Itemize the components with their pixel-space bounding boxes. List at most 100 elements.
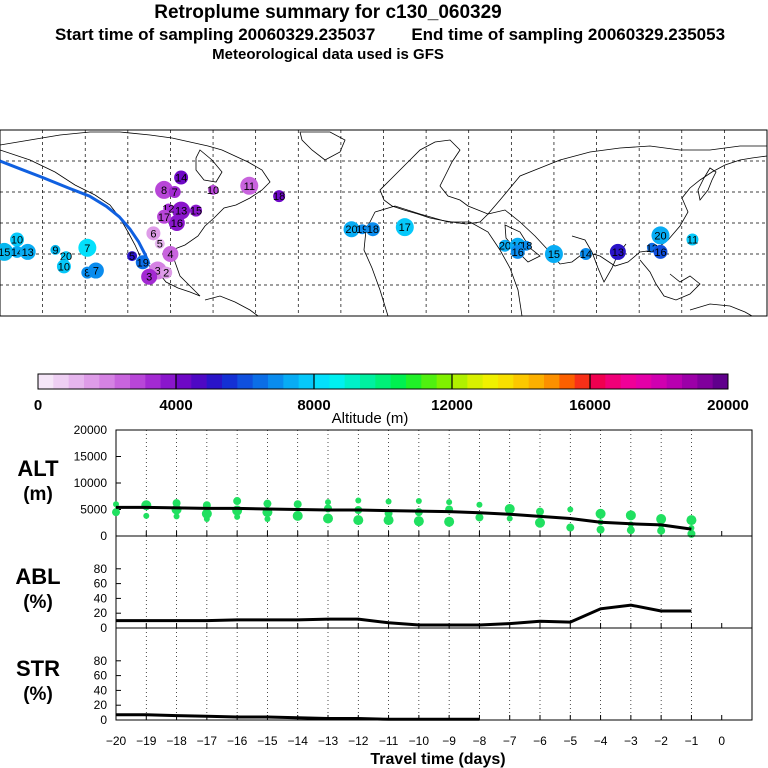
trajectory-day-label: 16: [512, 247, 524, 259]
altitude-point: [264, 516, 271, 523]
trajectory-day-label: 15: [190, 206, 202, 218]
trajectory-day-label: 9: [52, 245, 58, 257]
altitude-point: [415, 498, 422, 505]
altitude-point: [506, 515, 513, 522]
altitude-point: [566, 523, 575, 532]
y-tick-label: 60: [94, 577, 108, 591]
trajectory-dot: [10, 232, 25, 247]
colorbar-cell: [513, 374, 530, 389]
trajectory-day-label: 2: [163, 268, 169, 280]
x-tick-label: −6: [533, 734, 547, 748]
colorbar-cell: [666, 374, 683, 389]
panel-alt: 20000 15000 10000 5000 0 ALT (m): [17, 423, 753, 543]
colorbar-cell: [191, 374, 208, 389]
end-time-label: End time of sampling 20060329.235053: [411, 25, 726, 44]
x-tick-label: −3: [624, 734, 638, 748]
altitude-point: [233, 497, 242, 506]
trajectory-day-label: 10: [58, 261, 70, 273]
altitude-point: [626, 526, 635, 535]
colorbar-cell: [452, 374, 468, 389]
colorbar-cell: [590, 374, 606, 389]
altitude-point: [143, 512, 150, 519]
coast-south-america: [204, 295, 259, 316]
colorbar-cell: [482, 374, 499, 389]
colorbar-cell: [145, 374, 162, 389]
coast-greenland: [299, 131, 346, 161]
colorbar-cell: [436, 374, 453, 389]
trajectory-track: [0, 159, 151, 265]
trajectory-dot: [174, 170, 189, 185]
trajectory-dot: [155, 180, 174, 199]
colorbar-cell: [559, 374, 576, 389]
altitude-colorbar: 0 4000 8000 12000 16000 20000 Altitude (m): [34, 373, 749, 427]
x-tick-label: −19: [136, 734, 157, 748]
colorbar-tick-label: 0: [34, 397, 42, 414]
trajectory-dot: [653, 244, 668, 259]
trajectory-day-label: 17: [158, 212, 170, 224]
met-data-label: Meteorological data used is GFS: [212, 46, 444, 63]
trajectory-dot: [343, 221, 360, 238]
trajectory-day-label: 13: [175, 206, 187, 218]
colorbar-cell: [268, 374, 284, 389]
colorbar-cell: [620, 374, 637, 389]
trajectory-dot: [168, 186, 181, 198]
colorbar-cell: [406, 374, 422, 389]
colorbar-cell: [68, 374, 85, 389]
median-line: [116, 603, 692, 627]
trajectory-dot: [135, 255, 150, 270]
trajectory-day-label: 13: [22, 247, 34, 259]
trajectory-dot: [365, 222, 380, 237]
colorbar-tick-label: 8000: [297, 397, 330, 414]
altitude-point: [476, 501, 483, 508]
x-tick-label: −20: [106, 734, 127, 748]
x-tick-label: −7: [503, 734, 517, 748]
altitude-point: [293, 500, 302, 509]
trajectory-day-label: 20: [654, 230, 666, 242]
altitude-point: [444, 516, 455, 527]
y-tick-label: 80: [94, 654, 108, 668]
panel-frame: [115, 535, 753, 629]
trajectory-day-label: 13: [612, 247, 624, 259]
y-tick-label: 80: [94, 562, 108, 576]
x-tick-label: −8: [473, 734, 487, 748]
colorbar-cell: [697, 374, 714, 389]
colorbar-tick-label: 12000: [431, 397, 473, 414]
colorbar-cell: [53, 374, 70, 389]
trajectory-dot: [154, 238, 165, 249]
trajectory-day-label: 8: [161, 185, 167, 197]
altitude-point: [234, 513, 241, 520]
altitude-point: [355, 497, 362, 504]
colorbar-cell: [283, 374, 300, 389]
y-tick-label: 20000: [74, 423, 108, 437]
trajectory-dot: [168, 215, 185, 231]
y-tick-label: 15000: [74, 450, 108, 464]
colorbar-cell: [176, 374, 192, 389]
trajectory-day-label: 11: [244, 181, 255, 193]
colorbar-cell: [498, 374, 514, 389]
altitude-point: [595, 508, 606, 519]
altitude-point: [656, 514, 667, 525]
trajectory-dot: [141, 268, 158, 285]
trajectory-dot: [87, 262, 104, 279]
coast-north-america: [0, 131, 271, 297]
altitude-point: [657, 526, 666, 535]
trajectory-dot: [395, 218, 414, 237]
trajectory-day-label: 3: [155, 266, 161, 278]
trajectory-dot: [61, 251, 72, 262]
trajectory-day-label: 19: [137, 257, 149, 269]
trajectory-dot: [273, 190, 286, 203]
trajectory-day-label: 5: [157, 239, 163, 251]
trajectory-day-label: 10: [207, 185, 219, 197]
x-tick-label: −15: [257, 734, 278, 748]
trajectory-day-label: 19: [356, 224, 368, 236]
trajectory-day-label: 7: [172, 187, 178, 199]
altitude-point: [201, 508, 212, 519]
x-tick-label: −18: [166, 734, 187, 748]
coastlines: [0, 131, 767, 316]
trajectory-day-label: 8: [84, 268, 90, 280]
colorbar-cell: [99, 374, 116, 389]
colorbar-cell: [252, 374, 269, 389]
trajectory-day-label: 7: [84, 243, 90, 255]
altitude-point: [625, 510, 636, 521]
